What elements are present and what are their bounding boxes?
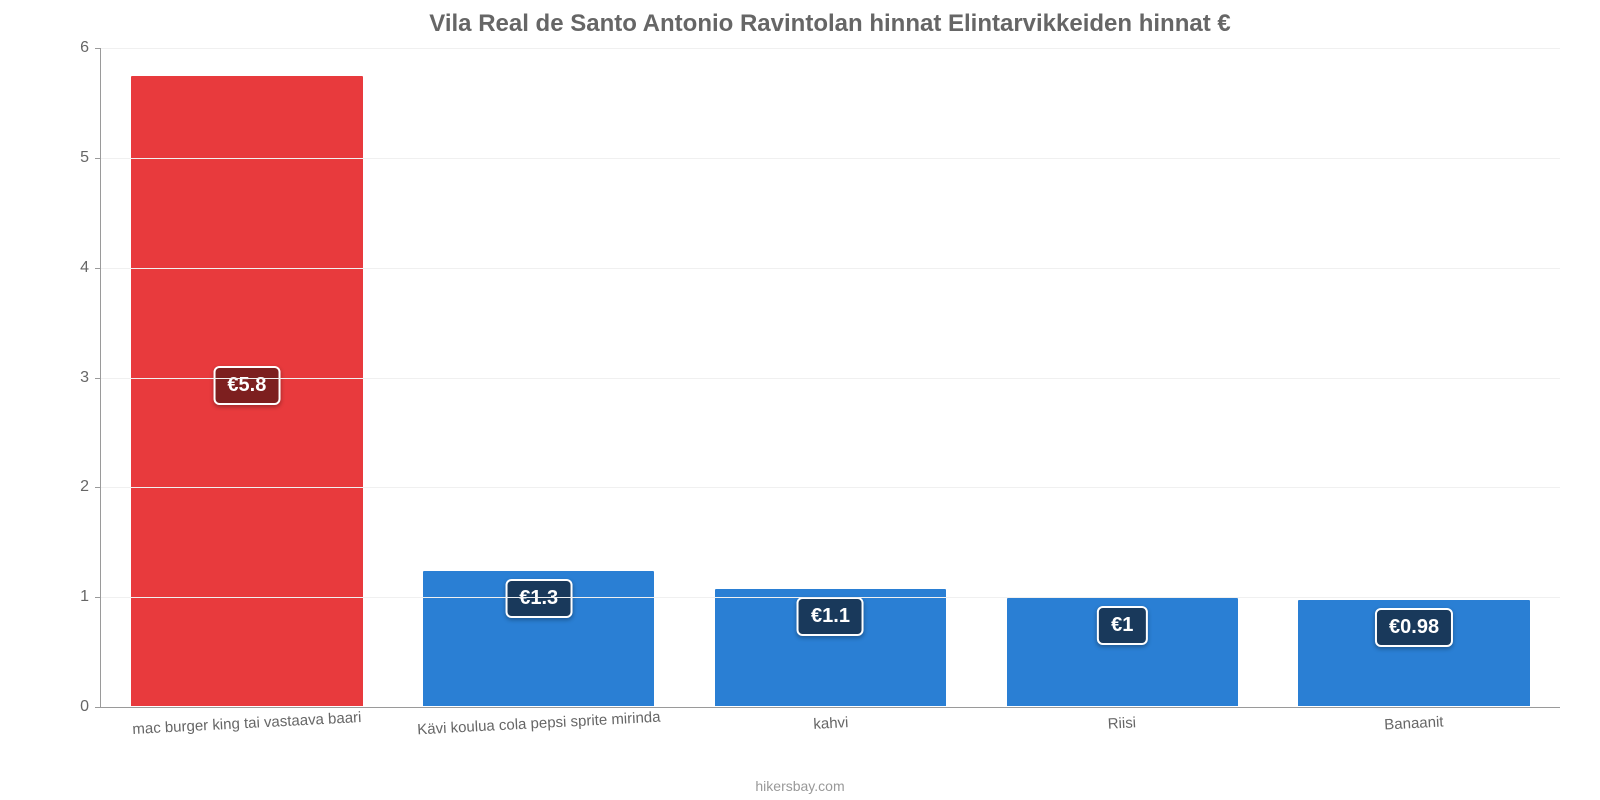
grid-line bbox=[101, 48, 1560, 49]
y-tick: 5 bbox=[80, 149, 101, 167]
bar-value-label: €1 bbox=[1097, 606, 1147, 645]
y-tick: 0 bbox=[80, 698, 101, 716]
y-tick: 6 bbox=[80, 39, 101, 57]
bar: €1 bbox=[1006, 597, 1239, 707]
grid-line bbox=[101, 487, 1560, 488]
grid-line bbox=[101, 158, 1560, 159]
y-tick: 1 bbox=[80, 588, 101, 606]
y-tick: 3 bbox=[80, 369, 101, 387]
plot-area: €5.8€1.3€1.1€1€0.98 mac burger king tai … bbox=[100, 48, 1560, 708]
bar: €1.3 bbox=[422, 570, 655, 707]
bar-value-label: €1.1 bbox=[797, 597, 864, 636]
chart-title: Vila Real de Santo Antonio Ravintolan hi… bbox=[100, 10, 1560, 38]
grid-line bbox=[101, 268, 1560, 269]
grid-line bbox=[101, 378, 1560, 379]
bar: €5.8 bbox=[130, 75, 363, 707]
bar: €1.1 bbox=[714, 588, 947, 707]
x-axis-label: Kävi koulua cola pepsi sprite mirinda bbox=[393, 707, 685, 739]
bar: €0.98 bbox=[1297, 599, 1530, 707]
bar-value-label: €1.3 bbox=[505, 579, 572, 618]
attribution-text: hikersbay.com bbox=[755, 778, 844, 794]
y-tick: 4 bbox=[80, 259, 101, 277]
x-labels-row: mac burger king tai vastaava baariKävi k… bbox=[101, 715, 1560, 732]
price-chart: Vila Real de Santo Antonio Ravintolan hi… bbox=[0, 0, 1600, 800]
bar-value-label: €5.8 bbox=[213, 366, 280, 405]
bar-value-label: €0.98 bbox=[1375, 608, 1453, 647]
y-tick: 2 bbox=[80, 478, 101, 496]
x-axis-label: kahvi bbox=[684, 707, 976, 739]
x-axis-label: Banaanit bbox=[1268, 707, 1560, 739]
grid-line bbox=[101, 597, 1560, 598]
x-axis-label: mac burger king tai vastaava baari bbox=[101, 707, 393, 739]
x-axis-label: Riisi bbox=[976, 707, 1268, 739]
